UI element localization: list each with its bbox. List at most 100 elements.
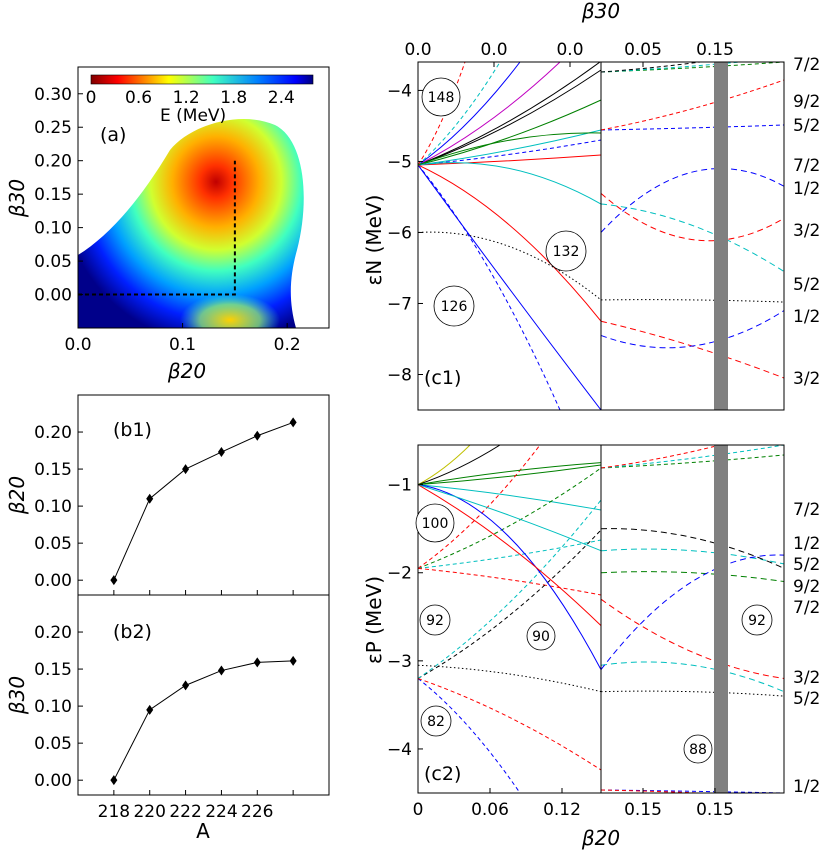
c1-fan-line [418,69,602,166]
c2-fan-line [418,499,602,679]
a-y-tick-label: 0.15 [34,185,72,205]
c2-j-label: 5/2 [793,555,820,575]
c2-magic-numbers: 100 92 90 92 82 88 [415,503,773,764]
b2-x-ticks: 218 220 222 224 226 [98,790,294,822]
c1-y-tick-label: −6 [387,223,412,243]
frame-a [77,66,330,329]
c1-top-tick-label: 0.0 [556,40,583,60]
panel-c2: −1 −2 −3 −4 0 0.06 0.12 0.15 0.15 100 92 90 92 82 88… [362,444,820,850]
c2-fan-line [418,539,602,569]
c2-magic-number: 90 [532,629,550,645]
panel-a: 0 0.6 1.2 1.8 2.4 E (MeV) 0.0 0.1 0.2 0.00 0.05… [5,66,330,383]
c1-level-line [418,164,602,410]
a-y-tick-label: 0.10 [34,219,72,239]
c2-j-label: 5/2 [793,689,820,709]
c2-series-lines [418,462,784,697]
c1-fan-line [418,154,602,166]
c1-magic-number: 148 [428,90,455,106]
c2-magic-circle [683,734,713,764]
c2-fan-line [418,445,501,486]
c2-fan-line [600,445,721,469]
b2-point [253,657,261,668]
c1-fan-line [600,124,784,131]
c1-fan-line [418,164,561,410]
c1-fan-line [600,79,784,131]
b1-y-tick-label: 0.15 [34,460,72,480]
c1-j-labels: 7/2 9/2 5/2 7/2 1/2 3/2 5/2 1/2 3/2 [793,55,820,389]
panel-label-b2: (b2) [113,621,152,643]
c1-level-line [600,193,784,242]
c2-magic-number: 82 [427,714,445,730]
b1-y-tick-label: 0.00 [34,571,72,591]
c1-level-line [600,299,784,303]
b1-point [217,447,225,458]
c2-level-line [600,528,784,569]
c2-level-line [418,664,602,693]
b2-y-tick-label: 0.10 [34,697,72,717]
c2-level-line [418,484,602,626]
c2-fan-line [418,484,602,511]
c1-fan-line [418,99,602,166]
c2-y-ticks: −1 −2 −3 −4 [387,476,423,760]
c1-fan-line [418,62,561,166]
c2-fan-line [600,789,701,793]
c1-j-label: 7/2 [793,55,820,75]
c2-magic-number: 88 [689,742,707,758]
frame-c1 [417,61,785,411]
a-x-tick-label: 0.2 [274,335,301,355]
panel-label-c2: (c2) [424,763,461,785]
b2-point [217,665,225,676]
c1-fan-line [418,62,501,166]
c2-ylabel: εP (MeV) [362,576,386,664]
frame-b2 [77,594,330,796]
colorbar-tick-label: 2.4 [268,88,295,108]
panel-b1: 0.00 0.05 0.10 0.15 0.20 (b1) β20 [5,394,330,596]
colorbar-tick-label: 0.6 [125,88,152,108]
c1-top-tick-label: 0.05 [624,40,662,60]
a-xlabel: β20 [167,359,206,383]
c1-level-line [600,168,784,233]
b1-x-ticks [113,590,294,595]
b1-point [182,464,190,475]
c2-level-line [600,548,784,565]
c2-magic-circle [420,705,452,737]
a-y-tick-label: 0.25 [34,118,72,138]
b1-point [253,430,261,441]
c1-y-ticks: −4 −5 −6 −7 −8 [387,81,423,385]
b2-x-tick-label: 222 [169,802,201,822]
c2-level-line [600,571,784,583]
c2-level-line [600,690,784,697]
c1-y-tick-label: −5 [387,152,412,172]
c2-j-label: 3/2 [793,668,820,688]
c1-magic-numbers: 148 132 126 [421,77,587,327]
a-ylabel: β30 [5,179,29,218]
a-y-tick-label: 0.00 [34,286,72,306]
fission-path [78,160,236,296]
c1-top-xlabel: β30 [581,0,620,23]
c2-level-line [418,462,602,486]
a-x-tick-label: 0.0 [64,335,91,355]
c1-magic-number: 132 [553,244,580,260]
c1-level-line [600,203,784,272]
c2-fan-line [418,445,541,569]
colorbar-tick-label: 1.2 [173,88,200,108]
c2-x-tick-label: 0 [413,800,424,820]
colorbar [90,74,314,85]
panel-label-b1: (b1) [113,419,152,441]
panel-label-a: (a) [100,124,126,146]
c2-fan-line [418,567,602,596]
b2-series-line [113,660,294,781]
b1-points [110,417,297,586]
b2-xlabel: A [196,819,210,843]
c1-top-tick-label: 0.15 [696,40,734,60]
c1-level-line [418,132,602,166]
c2-fan-line [600,445,784,469]
c2-level-line [600,598,784,679]
c1-top-ticks: 0.0 0.0 0.0 0.05 0.15 [404,40,734,67]
c2-j-label: 9/2 [793,577,820,597]
panel-b2: 0.00 0.05 0.10 0.15 0.20 218 220 222 224 226 (b2… [5,594,330,843]
b2-y-tick-label: 0.05 [34,734,72,754]
c2-gray-band [714,445,728,793]
b2-y-tick-label: 0.20 [34,623,72,643]
